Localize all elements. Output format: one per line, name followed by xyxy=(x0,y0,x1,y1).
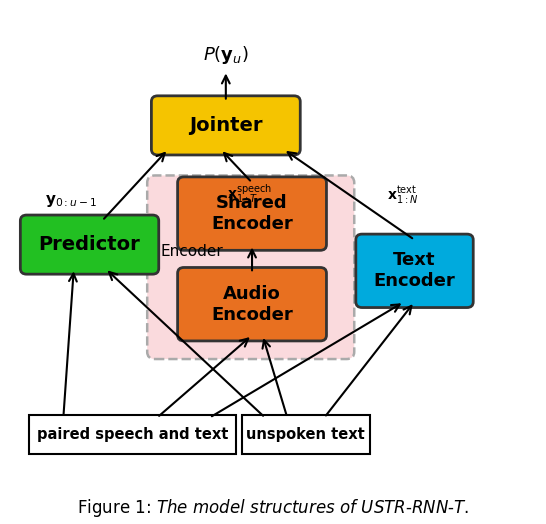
Text: Audio
Encoder: Audio Encoder xyxy=(211,285,293,324)
Text: paired speech and text: paired speech and text xyxy=(37,428,228,442)
FancyBboxPatch shape xyxy=(20,215,159,274)
FancyBboxPatch shape xyxy=(241,416,370,454)
Text: Jointer: Jointer xyxy=(189,116,263,135)
FancyBboxPatch shape xyxy=(177,177,327,250)
FancyBboxPatch shape xyxy=(177,267,327,341)
FancyBboxPatch shape xyxy=(147,176,354,359)
Text: Encoder: Encoder xyxy=(161,244,223,259)
Text: Figure 1: $\mathit{The\ model\ structures\ of\ USTR\text{-}RNN\text{-}T.}$: Figure 1: $\mathit{The\ model\ structure… xyxy=(77,497,469,519)
Text: $\mathbf{y}_{0:u-1}$: $\mathbf{y}_{0:u-1}$ xyxy=(45,193,97,209)
Text: $\mathbf{x}_{1:N}^{\mathrm{text}}$: $\mathbf{x}_{1:N}^{\mathrm{text}}$ xyxy=(387,185,419,206)
Text: Shared
Encoder: Shared Encoder xyxy=(211,194,293,233)
Text: $\mathbf{x}_{1:T}^{\mathrm{speech}}$: $\mathbf{x}_{1:T}^{\mathrm{speech}}$ xyxy=(227,183,272,206)
FancyBboxPatch shape xyxy=(29,416,236,454)
Text: $P(\mathbf{y}_u)$: $P(\mathbf{y}_u)$ xyxy=(203,44,248,66)
Text: Predictor: Predictor xyxy=(39,235,140,254)
Text: Text
Encoder: Text Encoder xyxy=(373,252,455,290)
FancyBboxPatch shape xyxy=(356,234,473,308)
FancyBboxPatch shape xyxy=(151,96,300,155)
Text: unspoken text: unspoken text xyxy=(246,428,365,442)
